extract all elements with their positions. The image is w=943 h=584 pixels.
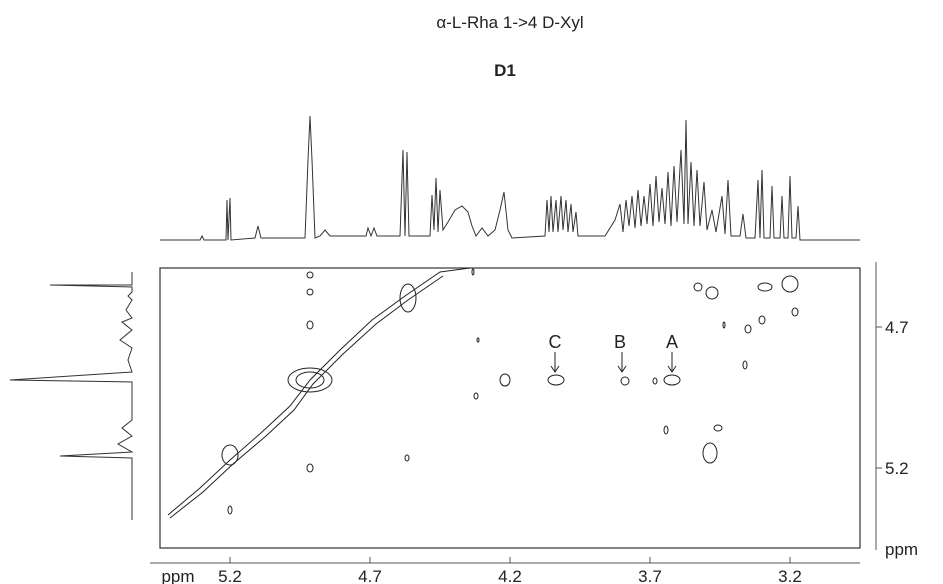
x-axis (150, 557, 860, 564)
x-tick-label: 5.2 (218, 567, 242, 584)
peak-label: A (666, 332, 678, 352)
x-tick-label: 4.2 (498, 567, 522, 584)
left-spectrum (9, 272, 134, 520)
x-tick-label: 3.7 (638, 567, 662, 584)
x-axis-unit: ppm (161, 567, 194, 584)
figure-subtitle: D1 (494, 61, 516, 80)
x-tick-label: 4.7 (358, 567, 382, 584)
contours (167, 267, 799, 519)
peak-annotations: A B C (549, 332, 678, 373)
y-tick-label: 4.7 (885, 318, 909, 337)
top-spectrum (160, 115, 860, 241)
x-tick-label: 3.2 (778, 567, 802, 584)
plot-frame (159, 267, 861, 549)
peak-label: C (549, 332, 562, 352)
y-axis-unit: ppm (885, 540, 918, 559)
peak-arrows (550, 352, 677, 373)
y-tick-label: 5.2 (885, 459, 909, 478)
figure-title: α-L-Rha 1->4 D-Xyl (436, 13, 583, 32)
y-axis (875, 262, 882, 550)
peak-label: B (614, 332, 626, 352)
